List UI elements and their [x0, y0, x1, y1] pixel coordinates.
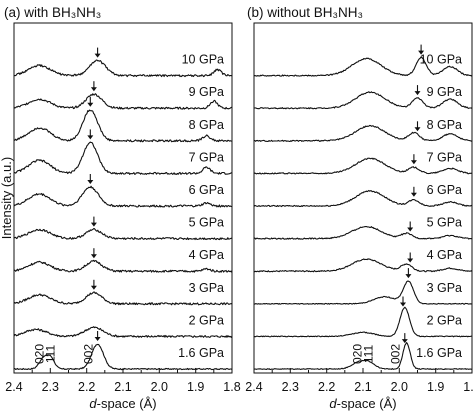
peak-arrow-head	[90, 285, 97, 290]
trace-9-GPa	[13, 93, 233, 110]
peak-arrow-head	[401, 339, 408, 344]
x-tick-label: 2.4	[5, 380, 22, 394]
panel-a-title: (a) with BH₃NH₃	[4, 5, 101, 20]
pressure-label: 2 GPa	[427, 313, 462, 327]
panel-b-x-ticks: 2.4 2.3 2.2 2.1 2.0 1.9 1.8	[245, 368, 474, 394]
pressure-label: 4 GPa	[189, 248, 224, 262]
x-tick-label: 2.1	[354, 380, 371, 394]
peak-arrow-head	[410, 160, 417, 165]
trace-2-GPa	[13, 326, 233, 338]
peak-arrow-head	[410, 192, 417, 197]
pressure-label: 7 GPa	[427, 150, 462, 164]
pressure-label: 3 GPa	[427, 281, 462, 295]
pressure-label: 3 GPa	[189, 281, 224, 295]
pressure-label: 6 GPa	[427, 183, 462, 197]
pressure-label: 8 GPa	[427, 118, 462, 132]
trace-4-GPa	[253, 258, 473, 273]
hkl-label-002: 002	[82, 344, 96, 364]
peak-arrow-head	[90, 254, 97, 259]
peak-arrow-head	[90, 222, 97, 227]
x-tick-label: 2.3	[282, 380, 299, 394]
hkl-label-002: 002	[389, 344, 403, 364]
panel-b: (b) without BH₃NH₃ 1.6 GPa 2 GPa 3 GPa 4 GP…	[245, 5, 474, 411]
trace-7-GPa	[253, 157, 473, 175]
x-tick-label: 2.0	[391, 380, 408, 394]
pressure-label: 5 GPa	[427, 216, 462, 230]
trace-10-GPa	[13, 59, 233, 78]
trace-3-GPa	[253, 280, 473, 305]
panel-b-pressure-labels: 1.6 GPa 2 GPa 3 GPa 4 GPa 5 GPa 6 GPa 7 GPa 8 G…	[416, 53, 462, 360]
pressure-label: 9 GPa	[427, 85, 462, 99]
peak-arrow-head	[87, 135, 94, 140]
peak-arrow-head	[414, 91, 421, 96]
x-tick-label: 2.2	[78, 380, 95, 394]
trace-8-GPa	[13, 109, 232, 143]
x-tick-label: 2.4	[245, 380, 262, 394]
peak-arrow-head	[414, 127, 421, 132]
peak-arrow-head	[405, 274, 412, 279]
peak-arrow-head	[94, 337, 101, 341]
pressure-label: 1.6 GPa	[416, 346, 462, 360]
panel-a-x-axis-label: d-space (Å)	[89, 396, 156, 411]
pressure-label: 5 GPa	[189, 216, 224, 230]
panel-b-x-axis-label-rest: -space (Å)	[337, 396, 397, 411]
trace-2-GPa	[253, 306, 473, 338]
trace-7-GPa	[13, 141, 233, 175]
peak-arrow-head	[418, 50, 425, 55]
trace-5-GPa	[13, 228, 233, 241]
hkl-label-020: 020	[351, 344, 365, 364]
trace-10-GPa	[253, 56, 473, 77]
x-tick-label: 2.2	[318, 380, 335, 394]
x-tick-label: 1.8	[223, 380, 240, 394]
x-tick-label: 1.9	[187, 380, 204, 394]
peak-arrow-head	[87, 180, 94, 184]
pressure-label: 2 GPa	[189, 313, 224, 327]
pressure-label: 10 GPa	[420, 53, 462, 67]
x-tick-label: 2.1	[114, 380, 131, 394]
trace-9-GPa	[253, 91, 473, 110]
pressure-label: 9 GPa	[189, 85, 224, 99]
pressure-label: 7 GPa	[189, 150, 224, 164]
peak-arrow-head	[94, 53, 101, 58]
pressure-label: 1.6 GPa	[178, 346, 224, 360]
pressure-label: 10 GPa	[182, 53, 224, 67]
pressure-label: 6 GPa	[189, 183, 224, 197]
hkl-label-111: 111	[43, 345, 57, 364]
peak-arrow-head	[90, 87, 97, 92]
hkl-label-020: 020	[32, 344, 46, 364]
panel-a-pressure-labels: 1.6 GPa 2 GPa 3 GPa 4 GPa 5 GPa 6 GPa 7 GPa 8 G…	[178, 53, 224, 360]
panel-a-x-axis-label-rest: -space (Å)	[97, 396, 157, 411]
peak-arrow-head	[407, 227, 414, 232]
trace-6-GPa	[13, 185, 233, 208]
trace-5-GPa	[253, 225, 473, 240]
panel-b-x-axis-label-d: d	[329, 396, 337, 411]
x-tick-label: 1.8	[463, 380, 474, 394]
trace-8-GPa	[253, 124, 473, 142]
peak-arrow-head	[407, 258, 414, 263]
panel-a-x-axis-label-d: d	[89, 396, 97, 411]
panel-a: (a) with BH₃NH₃ 1.6 GPa 2 GPa 3 GPa 4 GPa 5 …	[0, 5, 241, 411]
trace-3-GPa	[13, 291, 233, 306]
pressure-label: 4 GPa	[427, 248, 462, 262]
panel-a-y-axis-label: Intensity (a.u.)	[0, 157, 14, 239]
trace-6-GPa	[253, 189, 473, 208]
x-tick-label: 2.3	[42, 380, 59, 394]
x-tick-label: 1.9	[427, 380, 444, 394]
panel-b-x-axis-label: d-space (Å)	[329, 396, 396, 411]
peak-arrow-head	[400, 302, 406, 307]
hkl-label-111: 111	[361, 345, 375, 364]
pressure-label: 8 GPa	[189, 118, 224, 132]
panel-b-title: (b) without BH₃NH₃	[247, 5, 363, 20]
panel-a-x-ticks: 2.4 2.3 2.2 2.1 2.0 1.9 1.8	[5, 368, 241, 394]
x-tick-label: 2.0	[151, 380, 168, 394]
peak-arrow-head	[87, 102, 94, 107]
trace-4-GPa	[13, 259, 233, 273]
